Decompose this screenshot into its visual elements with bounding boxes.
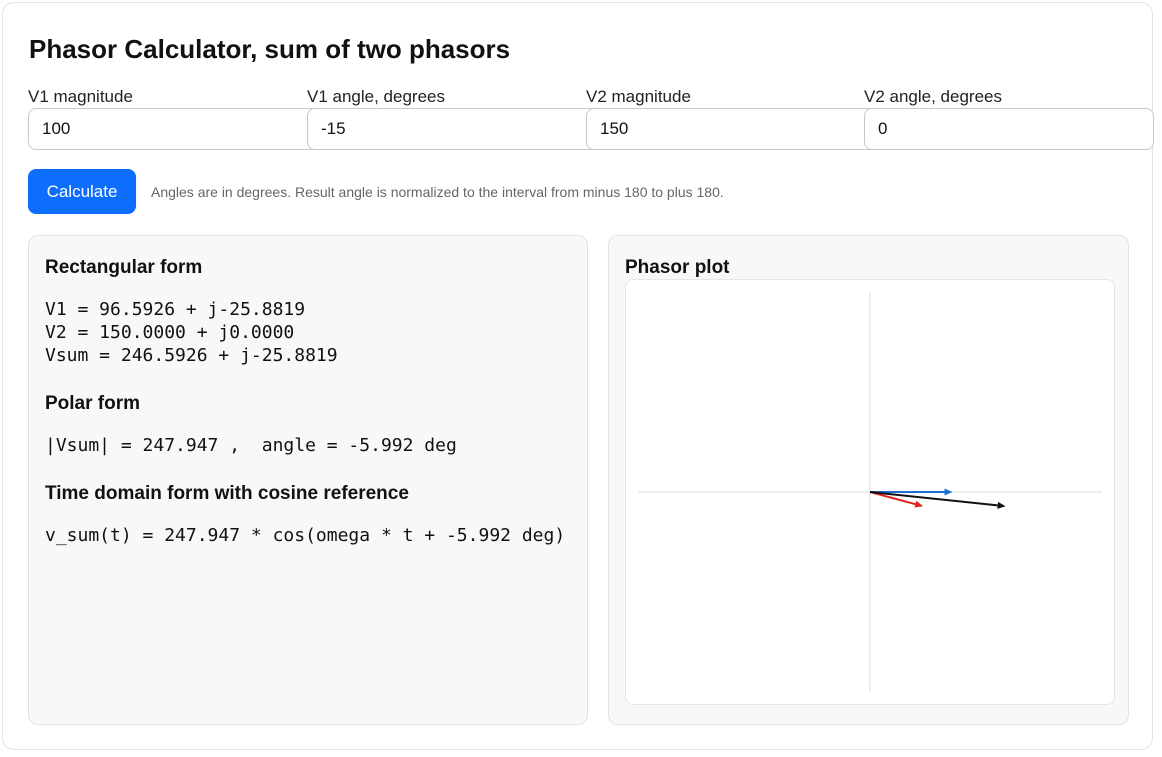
- phasor-v2-arrowhead: [944, 488, 953, 496]
- polar-form-line: |Vsum| = 247.947 , angle = -5.992 deg: [45, 435, 457, 456]
- rectangular-v1-line: V1 = 96.5926 + j-25.8819: [45, 299, 306, 320]
- phasor-plot-svg: [638, 292, 1102, 692]
- phasor-plot-panel: Phasor plot: [608, 235, 1129, 725]
- v2-angle-label: V2 angle, degrees: [864, 87, 1002, 106]
- results-panel: Rectangular form V1 = 96.5926 + j-25.881…: [28, 235, 588, 725]
- phasor-v1-line: [869, 491, 916, 506]
- rectangular-vsum-line: Vsum = 246.5926 + j-25.8819: [45, 345, 338, 366]
- v2-angle-input[interactable]: [864, 108, 1154, 150]
- phasor-calculator-app: Phasor Calculator, sum of two phasors V1…: [2, 2, 1154, 750]
- time-domain-line: v_sum(t) = 247.947 * cos(omega * t + -5.…: [45, 525, 566, 546]
- phasor-plot-canvas: [625, 279, 1115, 705]
- phasor-v1: [869, 491, 924, 508]
- v2-magnitude-label: V2 magnitude: [586, 87, 691, 106]
- v1-angle-input[interactable]: [307, 108, 599, 150]
- v1-magnitude-label: V1 magnitude: [28, 87, 133, 106]
- page-title: Phasor Calculator, sum of two phasors: [29, 34, 511, 64]
- calculate-button[interactable]: Calculate: [28, 169, 136, 214]
- phasor-plot-heading: Phasor plot: [625, 257, 730, 278]
- phasor-vsum: [869, 491, 1006, 509]
- phasor-v1-arrowhead: [914, 500, 924, 508]
- rectangular-form-heading: Rectangular form: [45, 257, 203, 278]
- phasor-vsum-arrowhead: [997, 501, 1006, 509]
- time-domain-heading: Time domain form with cosine reference: [45, 483, 409, 504]
- phasor-v2: [870, 488, 953, 496]
- phasor-arrows: [869, 488, 1006, 509]
- polar-form-heading: Polar form: [45, 393, 141, 414]
- v1-angle-label: V1 angle, degrees: [307, 87, 445, 106]
- phasor-vsum-line: [869, 491, 998, 507]
- rectangular-v2-line: V2 = 150.0000 + j0.0000: [45, 322, 295, 343]
- v1-magnitude-input[interactable]: [28, 108, 320, 150]
- angle-hint-text: Angles are in degrees. Result angle is n…: [151, 184, 724, 200]
- v2-magnitude-input[interactable]: [586, 108, 878, 150]
